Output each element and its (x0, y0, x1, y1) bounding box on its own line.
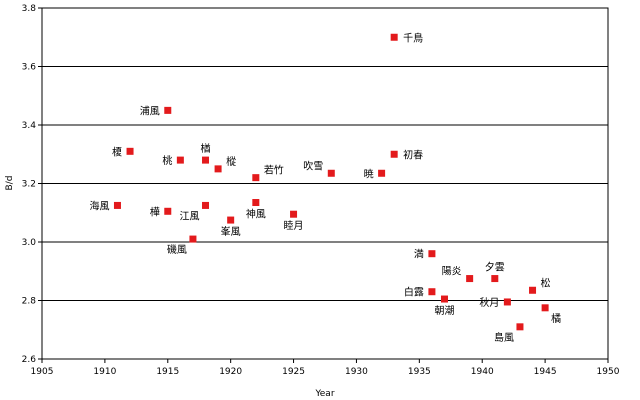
data-point (214, 165, 222, 173)
data-point (390, 150, 398, 158)
x-tick-label: 1930 (345, 367, 368, 377)
data-point (164, 106, 172, 114)
y-tick-label: 3.6 (22, 63, 37, 73)
data-points (113, 33, 549, 331)
data-point (176, 156, 184, 164)
x-tick-label: 1915 (156, 367, 179, 377)
data-point (529, 286, 537, 294)
point-label: 満 (414, 249, 424, 261)
y-axis-title: B/d (5, 176, 15, 191)
gridlines (42, 66, 608, 301)
data-point (126, 147, 134, 155)
point-label: 浦風 (140, 104, 160, 117)
data-point (113, 201, 121, 209)
point-label: 峯風 (221, 226, 241, 238)
y-axis-ticks: 2.6 2.8 3.0 3.2 3.4 3.6 3.8 (22, 4, 42, 365)
data-point (189, 235, 197, 243)
point-label: 神風 (246, 208, 266, 221)
x-axis-title: Year (314, 389, 334, 399)
point-label: 海風 (89, 199, 109, 212)
x-tick-label: 1925 (282, 367, 305, 377)
point-label: 樅 (226, 155, 236, 168)
data-point (252, 199, 260, 207)
point-label: 暁 (364, 168, 374, 180)
data-point (428, 250, 436, 258)
point-label: 秋月 (479, 296, 499, 309)
point-label: 桃 (162, 154, 172, 167)
point-label: 江風 (180, 210, 200, 222)
data-point (503, 298, 511, 306)
data-point (378, 169, 386, 177)
x-tick-label: 1910 (93, 367, 116, 377)
data-point (466, 275, 474, 283)
data-point (327, 169, 335, 177)
data-point (440, 295, 448, 303)
point-label: 夕雲 (485, 262, 505, 274)
x-axis-ticks: 1905 1910 1915 1920 1925 1930 1935 1940 1945 1950 (31, 359, 620, 377)
x-tick-label: 1905 (31, 367, 54, 377)
x-tick-label: 1945 (534, 367, 557, 377)
x-tick-label: 1935 (408, 367, 431, 377)
y-tick-label: 2.8 (22, 297, 37, 307)
data-point (164, 207, 172, 215)
point-label: 榎 (112, 145, 122, 158)
y-tick-label: 3.2 (22, 180, 36, 190)
point-label: 松 (541, 276, 551, 289)
data-point (491, 275, 499, 283)
point-label: 白露 (404, 286, 424, 299)
point-label: 楢 (201, 142, 211, 155)
x-tick-label: 1950 (597, 367, 620, 377)
y-tick-label: 3.0 (22, 238, 37, 248)
x-tick-label: 1940 (471, 367, 494, 377)
point-label: 樺 (150, 205, 160, 218)
data-point (428, 288, 436, 296)
point-label: 陽炎 (442, 266, 462, 278)
data-point (541, 304, 549, 312)
y-tick-label: 2.6 (22, 355, 37, 365)
data-point (516, 323, 524, 331)
point-label: 千鳥 (403, 31, 423, 44)
data-point (390, 33, 398, 41)
point-label: 吹雪 (303, 159, 323, 172)
y-tick-label: 3.4 (22, 121, 37, 131)
point-label: 初春 (403, 148, 423, 161)
point-label: 若竹 (264, 164, 284, 177)
x-tick-label: 1920 (219, 367, 242, 377)
y-tick-label: 3.8 (22, 4, 37, 14)
point-label: 橘 (551, 313, 561, 325)
data-point (202, 156, 210, 164)
point-label: 朝潮 (434, 304, 454, 317)
point-label: 島風 (494, 331, 514, 344)
data-point (290, 210, 298, 218)
data-point (227, 216, 235, 224)
point-label: 磯風 (167, 243, 187, 256)
data-point (202, 201, 210, 209)
data-point (252, 174, 260, 182)
point-label: 睦月 (284, 219, 304, 232)
